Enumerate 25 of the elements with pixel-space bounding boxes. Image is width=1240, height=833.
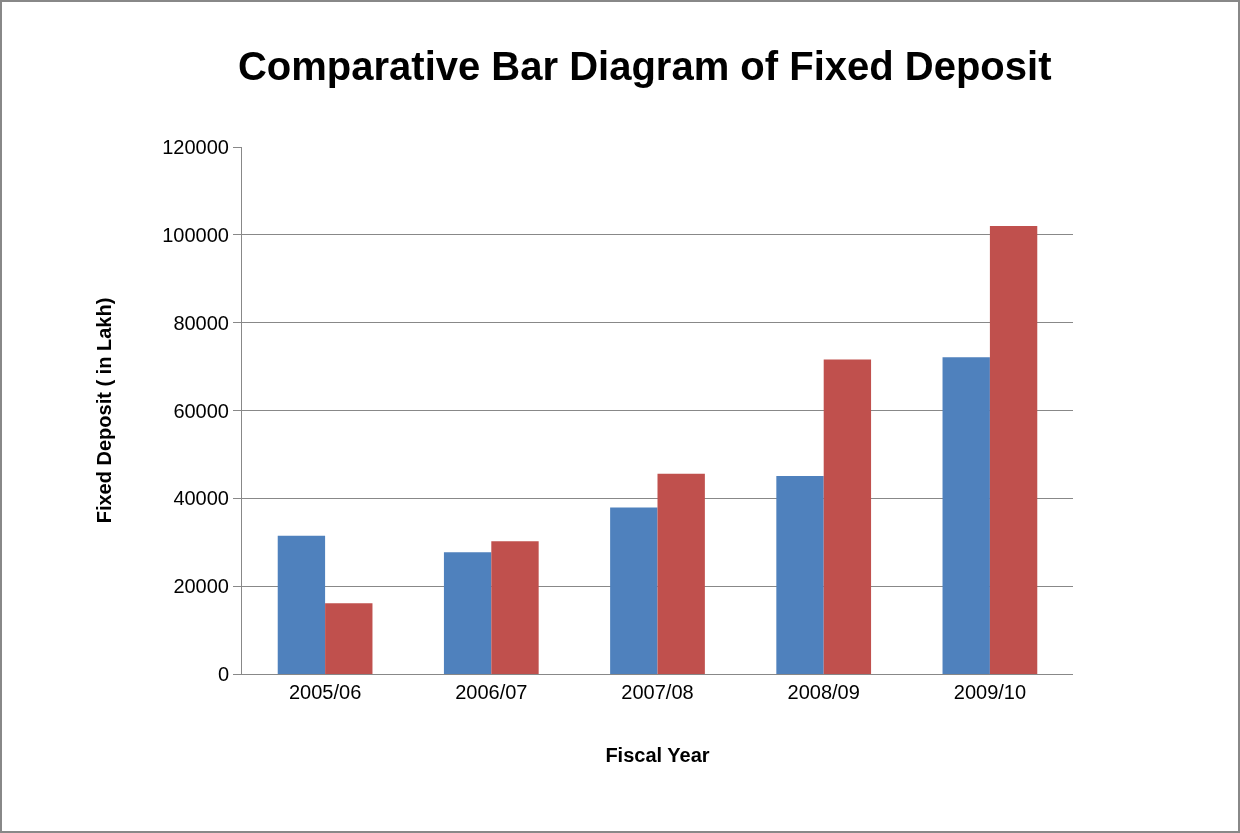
bar xyxy=(443,552,492,674)
bar xyxy=(325,603,373,674)
bar xyxy=(657,473,705,674)
bar xyxy=(989,226,1038,674)
y-tick-label: 120000 xyxy=(162,136,229,158)
bar xyxy=(823,359,872,674)
y-tick-label: 100000 xyxy=(162,223,229,246)
y-tick-label: 60000 xyxy=(173,399,229,422)
bar xyxy=(610,507,658,674)
x-tick-label: 2007/08 xyxy=(621,681,694,703)
bar xyxy=(491,541,539,674)
x-tick-label: 2005/06 xyxy=(288,681,362,703)
y-tick-label: 40000 xyxy=(173,487,229,510)
x-tick-label: 2009/10 xyxy=(953,681,1027,703)
x-tick-label: 2008/09 xyxy=(787,681,860,703)
bar xyxy=(277,535,326,674)
x-tick-label: 2006/07 xyxy=(455,681,528,703)
y-axis-title: Fixed Deposit ( in Lakh) xyxy=(92,297,115,524)
x-axis-title: Fiscal Year xyxy=(605,743,710,766)
y-tick-label: 20000 xyxy=(173,575,229,598)
bar xyxy=(942,357,990,674)
chart-title: Comparative Bar Diagram of Fixed Deposit xyxy=(237,43,1052,88)
bar xyxy=(776,475,824,674)
y-tick-label: 0 xyxy=(217,663,229,685)
y-tick-label: 80000 xyxy=(173,311,229,334)
